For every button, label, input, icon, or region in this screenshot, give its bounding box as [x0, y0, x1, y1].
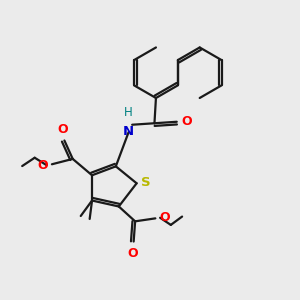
Text: O: O [181, 115, 192, 128]
Text: O: O [159, 211, 170, 224]
Text: N: N [123, 125, 134, 138]
Text: O: O [128, 247, 138, 260]
Text: S: S [141, 176, 151, 189]
Text: O: O [38, 159, 48, 172]
Text: H: H [124, 106, 133, 119]
Text: O: O [58, 123, 68, 136]
